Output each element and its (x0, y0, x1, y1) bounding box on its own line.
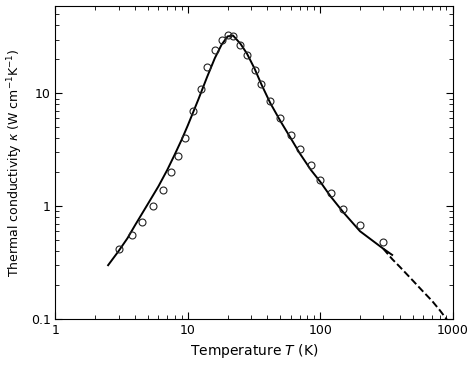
Y-axis label: Thermal conductivity $\kappa$ (W cm$^{-1}$K$^{-1}$): Thermal conductivity $\kappa$ (W cm$^{-1… (6, 48, 25, 277)
X-axis label: Temperature $T$ (K): Temperature $T$ (K) (190, 343, 318, 361)
